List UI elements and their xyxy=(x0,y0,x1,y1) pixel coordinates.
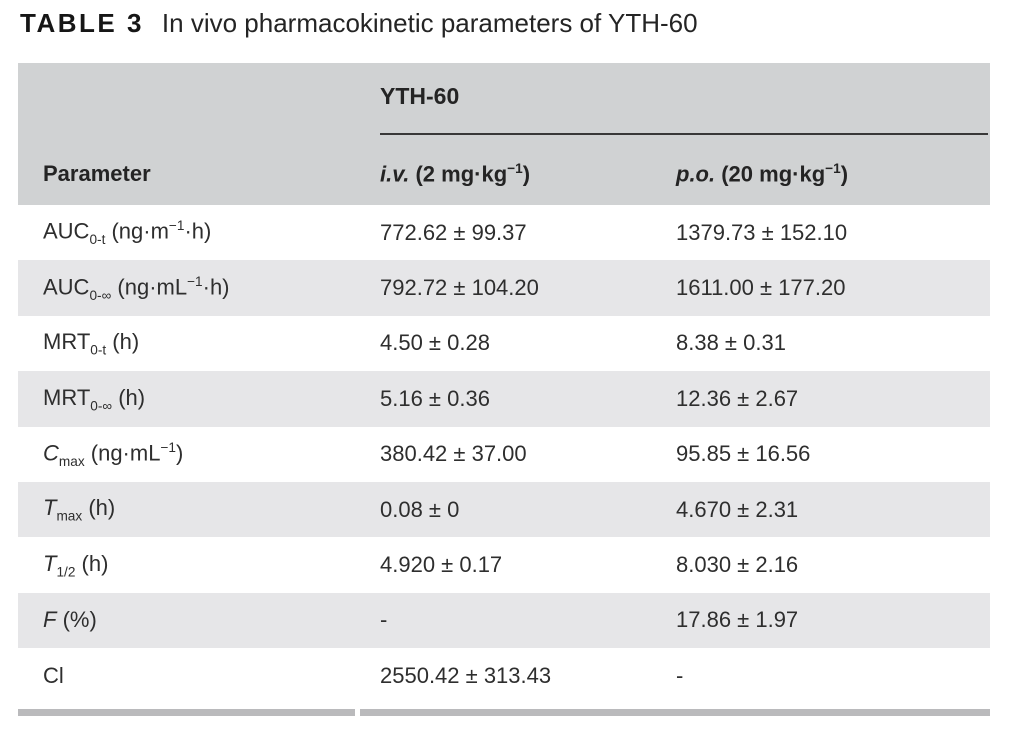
text-segment: (h) xyxy=(82,495,116,521)
po-value-cell: 95.85 ± 16.56 xyxy=(676,441,811,467)
parameter-cell: F (%) xyxy=(18,607,380,633)
text-segment: −1 xyxy=(168,218,185,234)
text-segment: −1 xyxy=(160,439,176,455)
iv-value-cell: 5.16 ± 0.36 xyxy=(380,385,490,411)
text-segment: 0-∞ xyxy=(90,398,113,414)
text-segment: (20 mg·kg xyxy=(715,161,826,187)
text-segment: ·h) xyxy=(202,273,230,299)
iv-value-cell: - xyxy=(380,607,388,633)
iv-value-cell: 4.920 ± 0.17 xyxy=(380,552,503,578)
text-segment: T xyxy=(43,495,57,521)
po-value-cell: 1379.73 ± 152.10 xyxy=(676,219,848,245)
table-row: MRT0-∞ (h) 5.16 ± 0.36 12.36 ± 2.67 xyxy=(18,371,990,427)
table-row: AUC0-∞ (ng·mL−1·h) 792.72 ± 104.20 1611.… xyxy=(18,260,990,316)
parameter-cell: MRT0-∞ (h) xyxy=(18,385,380,414)
text-segment: F xyxy=(43,607,57,633)
parameter-cell: Cmax (ng·mL−1) xyxy=(18,440,380,469)
text-segment: AUC xyxy=(43,273,90,299)
text-segment: −1 xyxy=(187,273,203,289)
table-row: F (%) - 17.86 ± 1.97 xyxy=(18,592,990,649)
text-segment: 0-t xyxy=(90,342,107,358)
table-caption-text: In vivo pharmacokinetic parameters of YT… xyxy=(161,8,698,38)
table-row: MRT0-t (h) 4.50 ± 0.28 8.38 ± 0.31 xyxy=(18,315,990,372)
table-header: YTH-60 Parameter i.v. (2 mg·kg−1) p.o. (… xyxy=(18,63,990,205)
table-row: Tmax (h) 0.08 ± 0 4.670 ± 2.31 xyxy=(18,481,990,538)
text-segment: (h) xyxy=(106,329,140,355)
table-row: Cmax (ng·mL−1) 380.42 ± 37.00 95.85 ± 16… xyxy=(18,426,990,482)
po-value-cell: 17.86 ± 1.97 xyxy=(676,607,799,633)
table-body: AUC0-t (ng·m−1·h) 772.62 ± 99.37 1379.73… xyxy=(18,205,990,704)
column-header-row: Parameter i.v. (2 mg·kg−1) p.o. (20 mg·k… xyxy=(18,143,990,205)
text-segment: AUC xyxy=(43,218,90,244)
text-segment: ·h) xyxy=(184,218,212,244)
po-value-cell: 4.670 ± 2.31 xyxy=(676,496,799,522)
column-header-parameter: Parameter xyxy=(43,161,151,186)
text-segment: (h) xyxy=(112,384,146,410)
text-segment: (ng·mL xyxy=(111,273,188,299)
group-header-yth60: YTH-60 xyxy=(380,83,460,109)
text-segment: T xyxy=(43,550,57,576)
text-segment: ) xyxy=(840,161,849,187)
iv-value-cell: 4.50 ± 0.28 xyxy=(380,330,490,356)
table-caption: TABLE 3 In vivo pharmacokinetic parameter… xyxy=(20,8,698,39)
text-segment: Cl xyxy=(43,662,64,688)
iv-value-cell: 2550.42 ± 313.43 xyxy=(380,662,552,688)
text-segment: (ng·m xyxy=(105,218,169,244)
text-segment: 0-∞ xyxy=(89,287,112,303)
pharmacokinetics-table: YTH-60 Parameter i.v. (2 mg·kg−1) p.o. (… xyxy=(18,63,990,716)
po-value-cell: 8.38 ± 0.31 xyxy=(676,330,786,356)
parameter-cell: MRT0-t (h) xyxy=(18,329,380,358)
parameter-cell: Tmax (h) xyxy=(18,495,380,524)
text-segment: max xyxy=(56,509,83,524)
iv-value-cell: 380.42 ± 37.00 xyxy=(380,441,527,467)
text-segment: (h) xyxy=(75,550,109,576)
iv-value-cell: 792.72 ± 104.20 xyxy=(380,275,539,301)
table-bottom-rule-right xyxy=(360,709,990,716)
table-bottom-rule-left xyxy=(18,709,355,716)
table-row: Cl 2550.42 ± 313.43 - xyxy=(18,648,990,704)
text-segment: i.v. xyxy=(380,161,410,187)
text-segment: (%) xyxy=(56,607,97,633)
group-header-rule xyxy=(380,133,988,135)
parameter-cell: AUC0-∞ (ng·mL−1·h) xyxy=(18,274,380,303)
table-row: T1/2 (h) 4.920 ± 0.17 8.030 ± 2.16 xyxy=(18,537,990,593)
column-header-iv: i.v. (2 mg·kg−1) xyxy=(380,161,676,187)
po-value-cell: 12.36 ± 2.67 xyxy=(676,385,799,411)
table-row: AUC0-t (ng·m−1·h) 772.62 ± 99.37 1379.73… xyxy=(18,205,990,261)
text-segment: C xyxy=(43,440,59,466)
text-segment: (2 mg·kg xyxy=(409,161,508,187)
text-segment: 1/2 xyxy=(56,564,76,580)
po-value-cell: 1611.00 ± 177.20 xyxy=(676,275,846,301)
table-caption-label: TABLE 3 xyxy=(20,8,144,38)
text-segment: MRT xyxy=(43,329,91,355)
text-segment: (ng·mL xyxy=(84,440,161,466)
po-value-cell: 8.030 ± 2.16 xyxy=(676,552,799,578)
iv-value-cell: 0.08 ± 0 xyxy=(380,496,460,522)
parameter-cell: AUC0-t (ng·m−1·h) xyxy=(18,218,380,247)
text-segment: −1 xyxy=(825,160,841,176)
text-segment: ) xyxy=(522,161,531,187)
text-segment: 0-t xyxy=(89,232,106,248)
text-segment: MRT xyxy=(43,384,91,410)
parameter-cell: T1/2 (h) xyxy=(18,551,380,580)
text-segment: −1 xyxy=(507,160,523,176)
iv-value-cell: 772.62 ± 99.37 xyxy=(380,219,527,245)
po-value-cell: - xyxy=(676,662,684,688)
parameter-cell: Cl xyxy=(18,663,380,689)
column-header-po: p.o. (20 mg·kg−1) xyxy=(676,161,990,187)
text-segment: ) xyxy=(175,440,184,466)
text-segment: p.o. xyxy=(676,161,716,187)
text-segment: max xyxy=(58,453,85,469)
